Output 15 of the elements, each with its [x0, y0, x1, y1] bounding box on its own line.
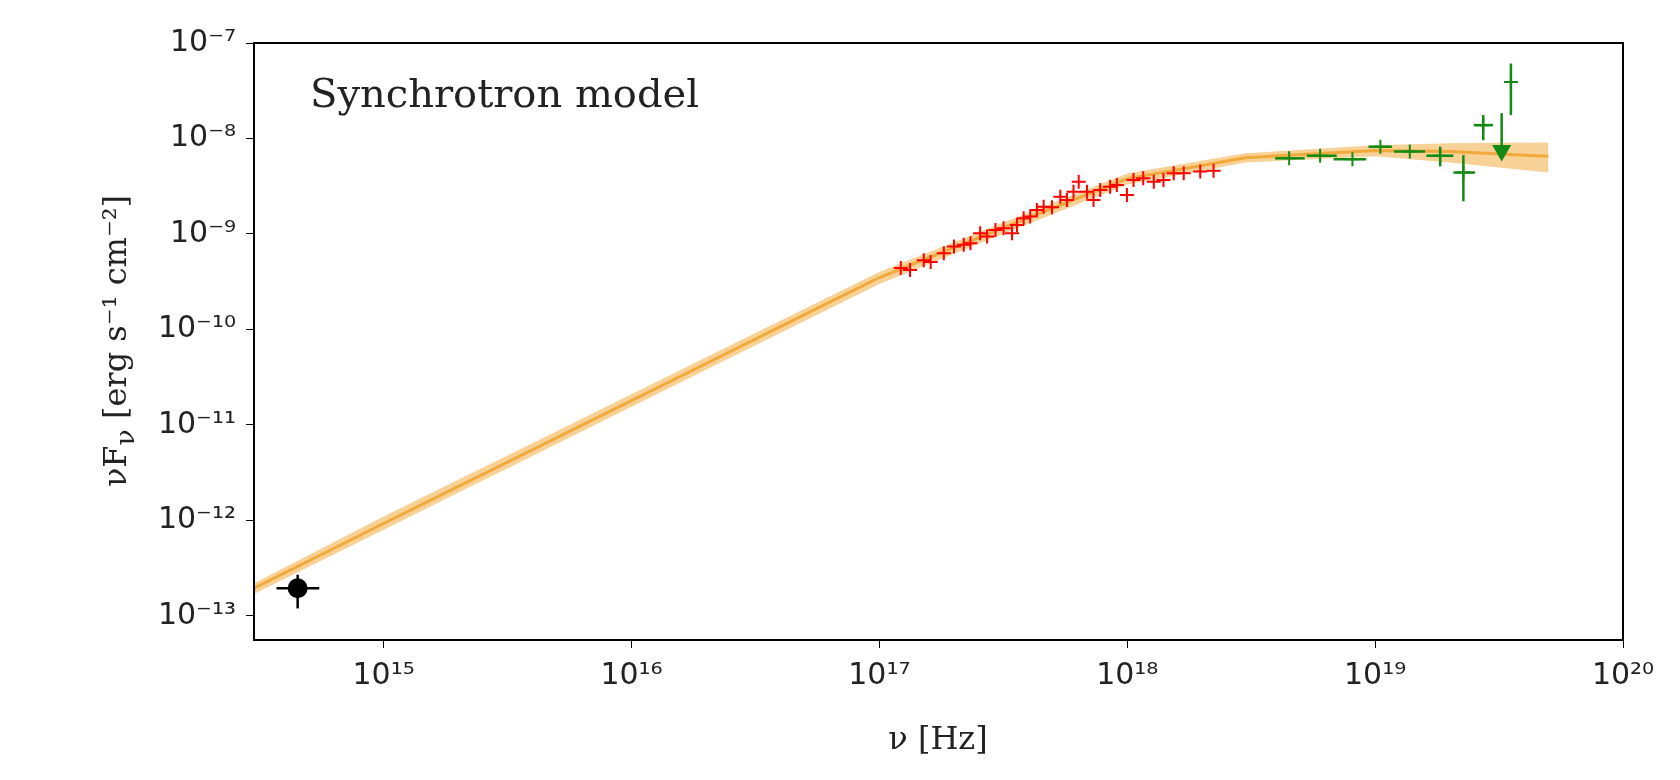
- x-tick-label: 10¹⁸: [1096, 655, 1159, 691]
- y-tick-label: 10⁻⁸: [169, 118, 236, 154]
- x-axis-title: ν [Hz]: [888, 719, 988, 757]
- y-tick-label: 10⁻¹²: [157, 500, 236, 536]
- x-tick-label: 10¹⁹: [1344, 655, 1407, 691]
- y-tick-label: 10⁻⁹: [169, 213, 236, 249]
- y-tick-label: 10⁻¹³: [157, 595, 236, 631]
- x-tick-label: 10¹⁶: [600, 655, 663, 691]
- annotation: Synchrotron model: [310, 70, 699, 117]
- y-tick-label: 10⁻¹⁰: [157, 309, 236, 345]
- y-tick-label: 10⁻¹¹: [157, 404, 236, 440]
- x-tick-label: 10¹⁵: [352, 655, 415, 691]
- y-tick-label: 10⁻⁷: [169, 22, 236, 58]
- x-tick-label: 10²⁰: [1591, 655, 1655, 691]
- x-tick-label: 10¹⁷: [848, 655, 911, 691]
